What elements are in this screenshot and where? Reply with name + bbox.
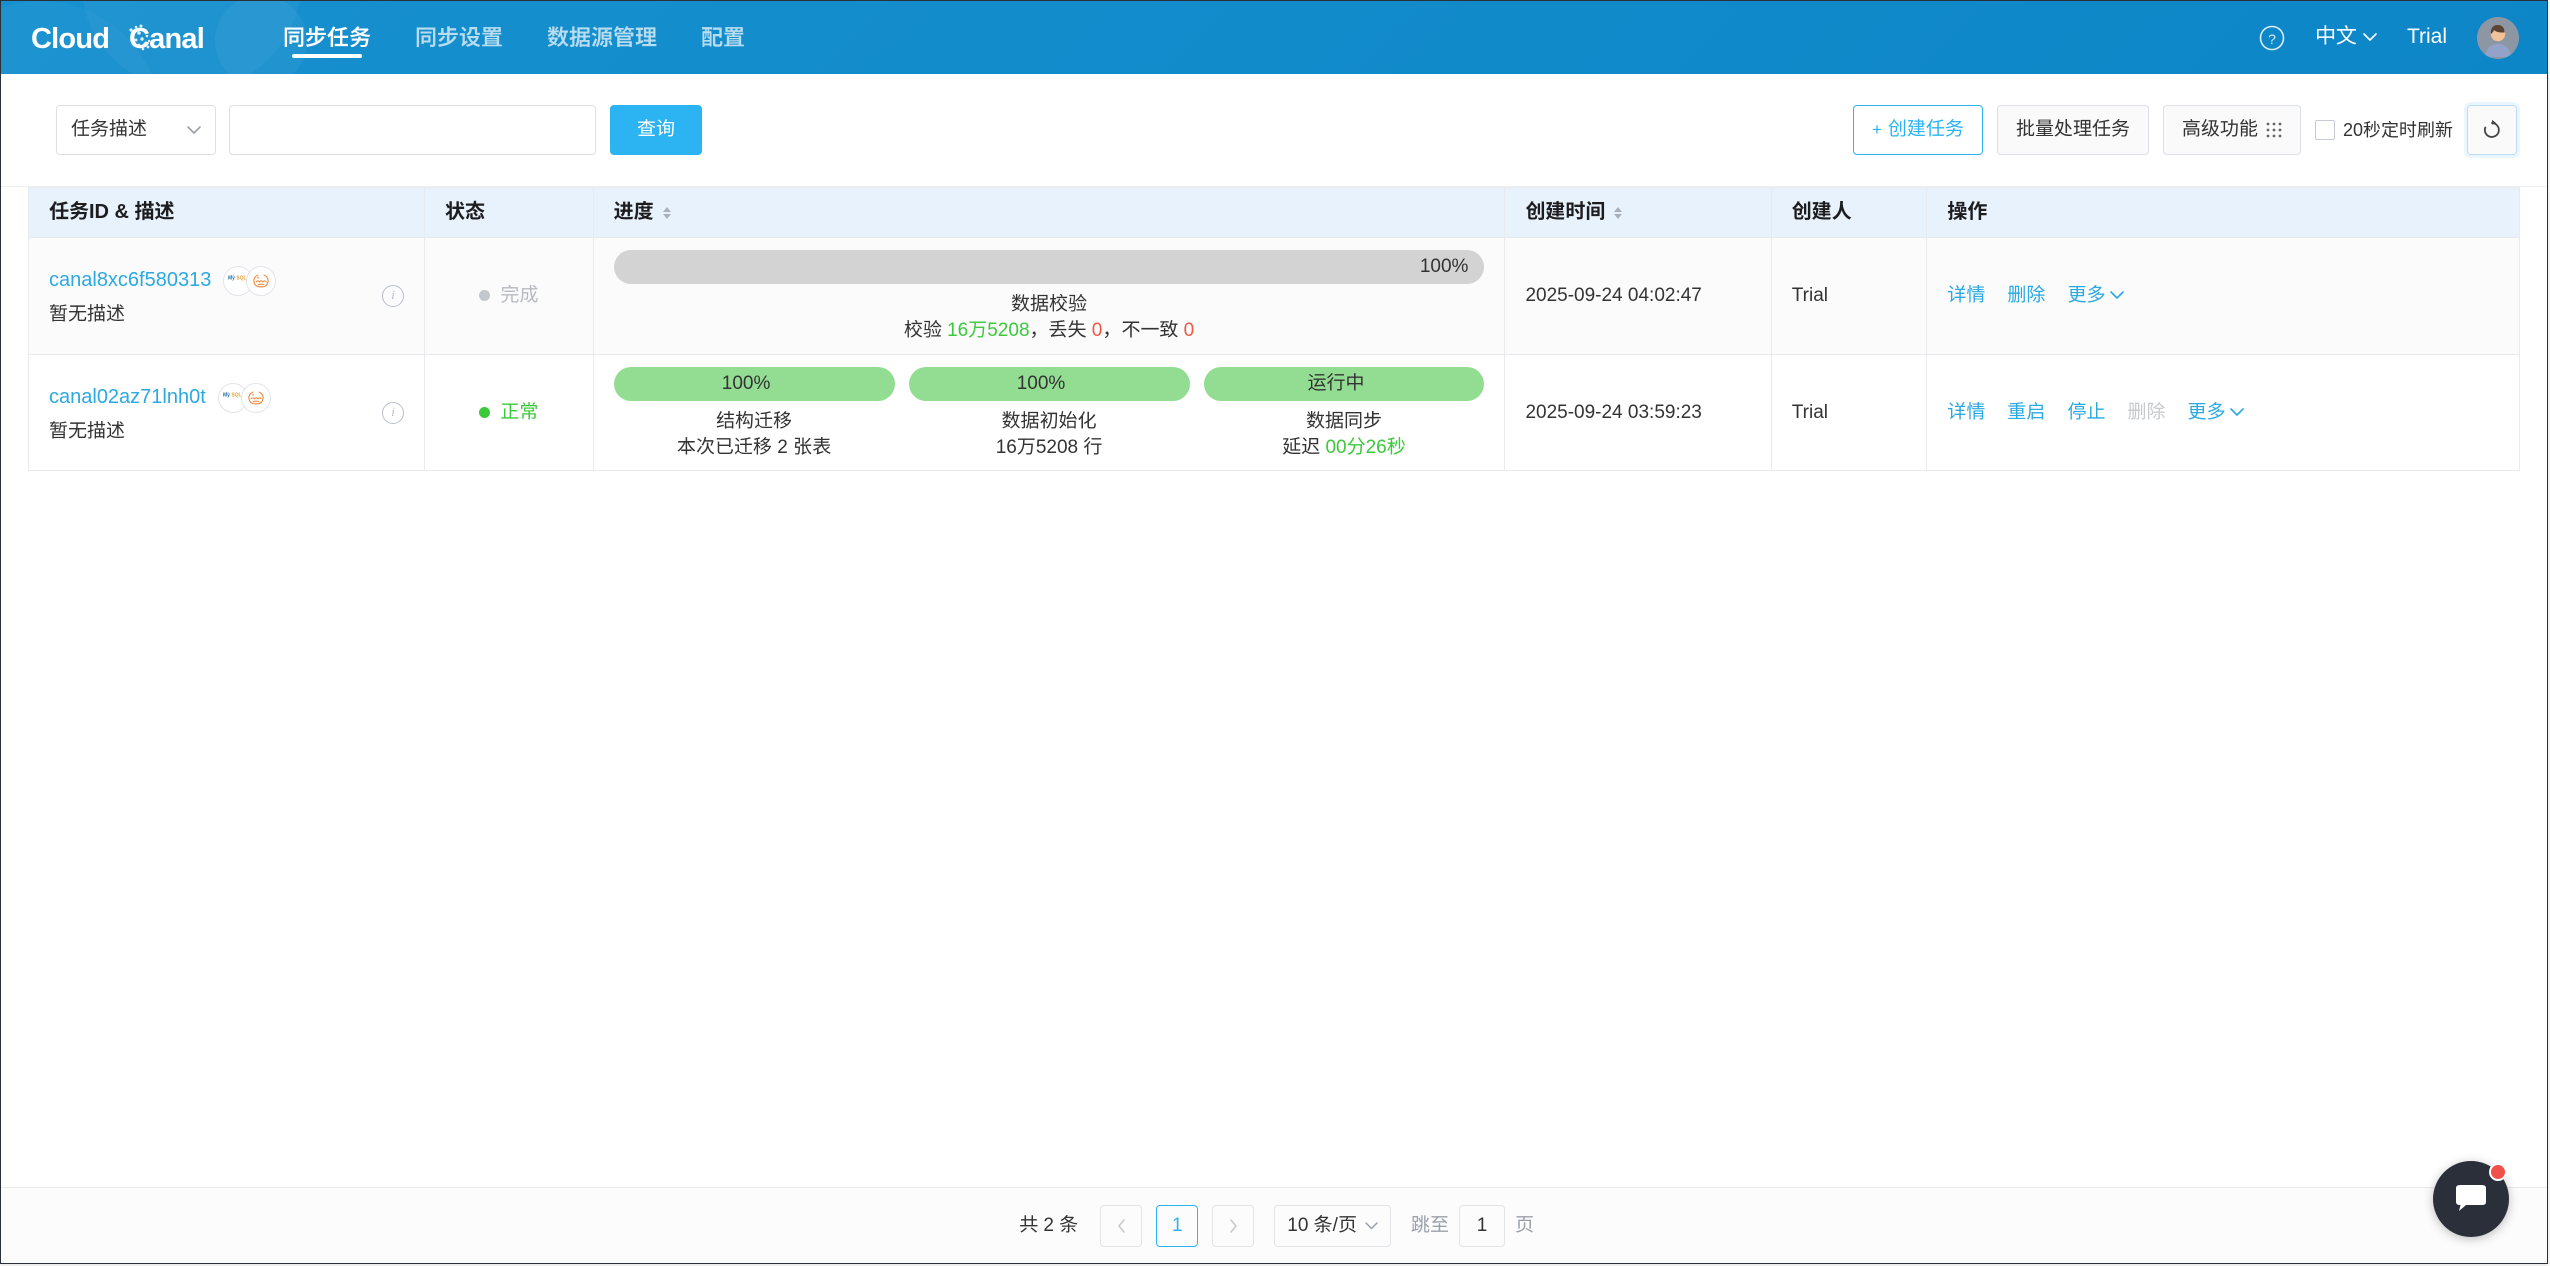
svg-text:My: My [223, 392, 230, 398]
svg-text:SQL: SQL [231, 392, 241, 398]
svg-text:My: My [228, 276, 235, 282]
svg-text:?: ? [2268, 31, 2276, 47]
svg-text:Canal: Canal [129, 23, 204, 55]
svg-text:Cloud: Cloud [31, 23, 109, 55]
